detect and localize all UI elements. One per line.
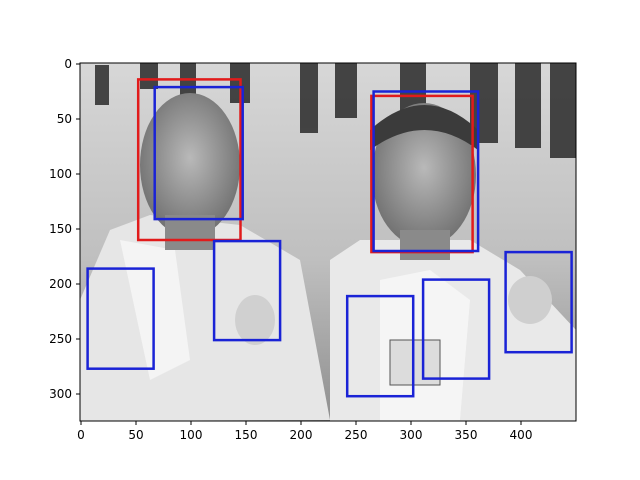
- x-tick-label: 350: [455, 428, 478, 442]
- y-tick-label: 100: [49, 167, 72, 181]
- y-axis: 0 50 100 150 200 250 300: [49, 57, 80, 401]
- blue-bounding-box: [345, 294, 415, 398]
- axes-frame: [79, 62, 577, 422]
- y-tick-label: 150: [49, 222, 72, 236]
- y-tick-label: 50: [57, 112, 72, 126]
- x-tick-label: 150: [235, 428, 258, 442]
- blue-bounding-box: [504, 250, 573, 354]
- y-tick-label: 0: [64, 57, 72, 71]
- x-axis: 0 50 100 150 200 250 300 350 400: [77, 421, 532, 442]
- y-tick-label: 200: [49, 277, 72, 291]
- blue-bounding-box: [86, 267, 155, 370]
- blue-bounding-box: [212, 239, 282, 342]
- x-tick-label: 200: [290, 428, 313, 442]
- x-tick-label: 0: [77, 428, 85, 442]
- blue-bounding-box: [153, 85, 244, 221]
- bounding-boxes: [86, 78, 573, 398]
- red-bounding-box: [136, 78, 242, 242]
- right-person: [330, 103, 576, 421]
- blue-bounding-box: [372, 90, 480, 253]
- x-tick-label: 300: [400, 428, 423, 442]
- x-tick-label: 250: [345, 428, 368, 442]
- x-tick-label: 50: [128, 428, 143, 442]
- x-tick-label: 100: [180, 428, 203, 442]
- y-tick-label: 300: [49, 387, 72, 401]
- blue-bounding-box: [421, 278, 491, 380]
- x-tick-label: 400: [510, 428, 533, 442]
- y-tick-label: 250: [49, 332, 72, 346]
